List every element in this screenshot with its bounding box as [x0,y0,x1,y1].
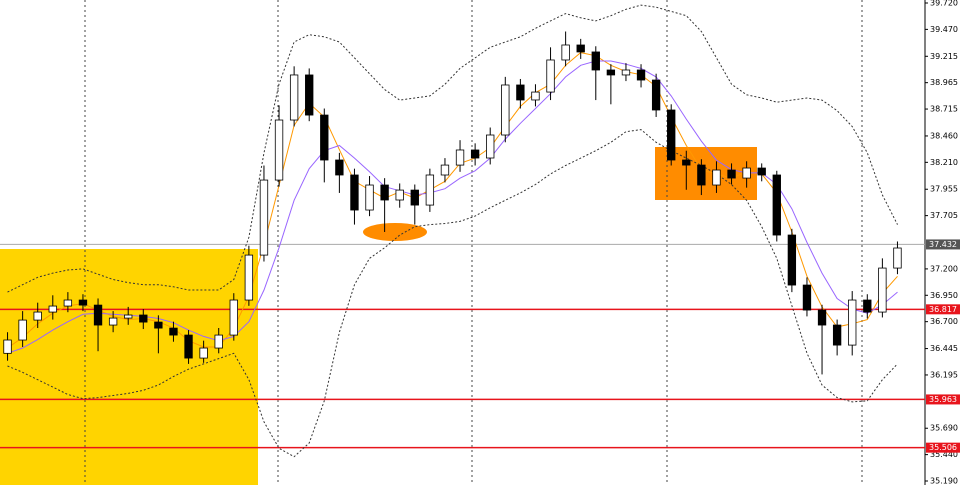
candle-body [320,114,329,161]
candle-body [893,247,902,269]
candle-body [712,169,721,186]
y-tick-label: 39.720 [930,0,958,8]
candle-body [651,79,661,111]
candle-body [229,299,238,336]
candle-body [621,69,631,76]
candle-body [576,44,585,53]
level-label-bg [926,394,960,405]
candle-body [832,324,842,346]
candle-body [546,59,555,93]
level-label: 35.963 [929,395,957,404]
candle-body [78,299,88,306]
candle-body [48,305,57,313]
candle-body [742,167,751,179]
current-price-label: 37.432 [929,240,957,249]
candle-body [18,319,27,341]
band-line [7,129,898,458]
y-tick-label: 36.445 [930,344,958,353]
candle-body [410,189,419,206]
current-price-bg [926,239,960,250]
candle-body [33,311,42,321]
y-tick-label: 37.200 [930,264,958,273]
candle-body [214,334,223,349]
marker-ellipse [363,223,427,241]
candle-body [636,69,646,81]
highlight-zone [0,249,258,485]
candle-body [802,284,812,311]
candle-body [199,347,208,359]
candle-body [395,189,404,201]
candle-body [606,69,616,76]
candle-body [757,167,766,176]
candle-body [486,134,495,159]
y-tick-label: 38.210 [930,158,958,167]
candle-body [501,84,510,136]
candle-body [470,149,480,159]
candle-body [380,184,389,201]
candle-body [274,119,284,181]
y-tick-label: 37.955 [930,185,958,194]
candle-body [139,314,148,323]
candle-body [516,84,525,101]
candle-body [727,169,736,179]
candle-body [108,317,118,326]
level-label-bg [926,304,960,315]
candle-body [667,109,676,161]
candle-body [289,74,299,121]
candle-body [787,234,797,286]
y-tick-label: 36.950 [930,291,958,300]
candle-body [531,91,540,101]
candle-body [365,184,374,211]
candle-body [63,299,73,307]
candle-body [863,299,872,313]
candle-body [350,174,359,211]
y-tick-label: 35.190 [930,477,958,485]
y-tick-label: 39.215 [930,52,958,61]
candle-body [878,267,887,313]
candle-body [305,74,314,116]
candle-body [697,164,706,186]
candle-body [124,314,133,319]
candle-body [169,327,178,336]
candle-body [455,149,465,166]
level-label: 36.817 [929,305,957,314]
candle-body [3,339,12,354]
candle-body [425,174,435,206]
candle-body [259,179,269,256]
y-tick-label: 36.700 [930,317,958,326]
y-tick-label: 38.460 [930,131,958,140]
y-tick-label: 35.690 [930,424,958,433]
candle-body [335,159,344,176]
candle-body [772,174,781,236]
level-label-bg [926,442,960,453]
y-tick-label: 38.715 [930,105,958,114]
candle-body [244,254,254,301]
candle-body [561,44,570,61]
y-tick-label: 35.440 [930,450,958,459]
candle-body [93,304,103,326]
candle-body [817,309,827,326]
candle-body [184,334,193,359]
candle-body [440,164,450,176]
candle-body [591,51,600,71]
candle-body [848,299,857,346]
candle-body [154,321,163,329]
y-tick-label: 36.195 [930,370,958,379]
y-tick-label: 39.470 [930,25,958,34]
level-label: 35.506 [929,443,957,452]
candle-body [682,159,691,166]
y-tick-label: 38.965 [930,78,958,87]
vertical-grid [84,0,863,485]
y-tick-label: 37.705 [930,211,958,220]
